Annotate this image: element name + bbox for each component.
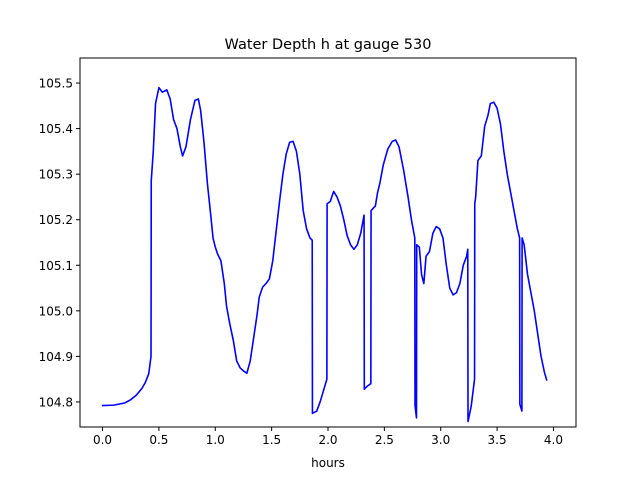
y-tick-label: 105.3: [39, 168, 73, 182]
y-tick-label: 105.4: [39, 122, 73, 136]
x-axis-label: hours: [311, 456, 345, 470]
x-tick-label: 2.5: [375, 433, 394, 447]
x-axis: 0.0 0.5 1.0 1.5 2.0 2.5 3.0 3.5 4.0: [93, 427, 563, 447]
y-tick-label: 105.5: [39, 77, 73, 91]
x-tick-label: 3.5: [488, 433, 507, 447]
series-line-h: [101, 86, 548, 423]
x-tick-label: 2.0: [318, 433, 337, 447]
series-layer: [101, 86, 548, 423]
x-tick-label: 1.5: [262, 433, 281, 447]
y-tick-label: 105.2: [39, 213, 73, 227]
y-tick-label: 105.1: [39, 259, 73, 273]
y-tick-label: 105.0: [39, 304, 73, 318]
x-tick-label: 3.0: [431, 433, 450, 447]
y-tick-label: 104.8: [39, 395, 73, 409]
x-tick-label: 0.5: [149, 433, 168, 447]
chart-title: Water Depth h at gauge 530: [225, 37, 432, 53]
y-tick-label: 104.9: [39, 350, 73, 364]
x-tick-label: 1.0: [206, 433, 225, 447]
x-tick-label: 0.0: [93, 433, 112, 447]
x-tick-label: 4.0: [544, 433, 563, 447]
y-axis: 104.8 104.9 105.0 105.1 105.2 105.3 105.4 105.5: [39, 77, 80, 409]
